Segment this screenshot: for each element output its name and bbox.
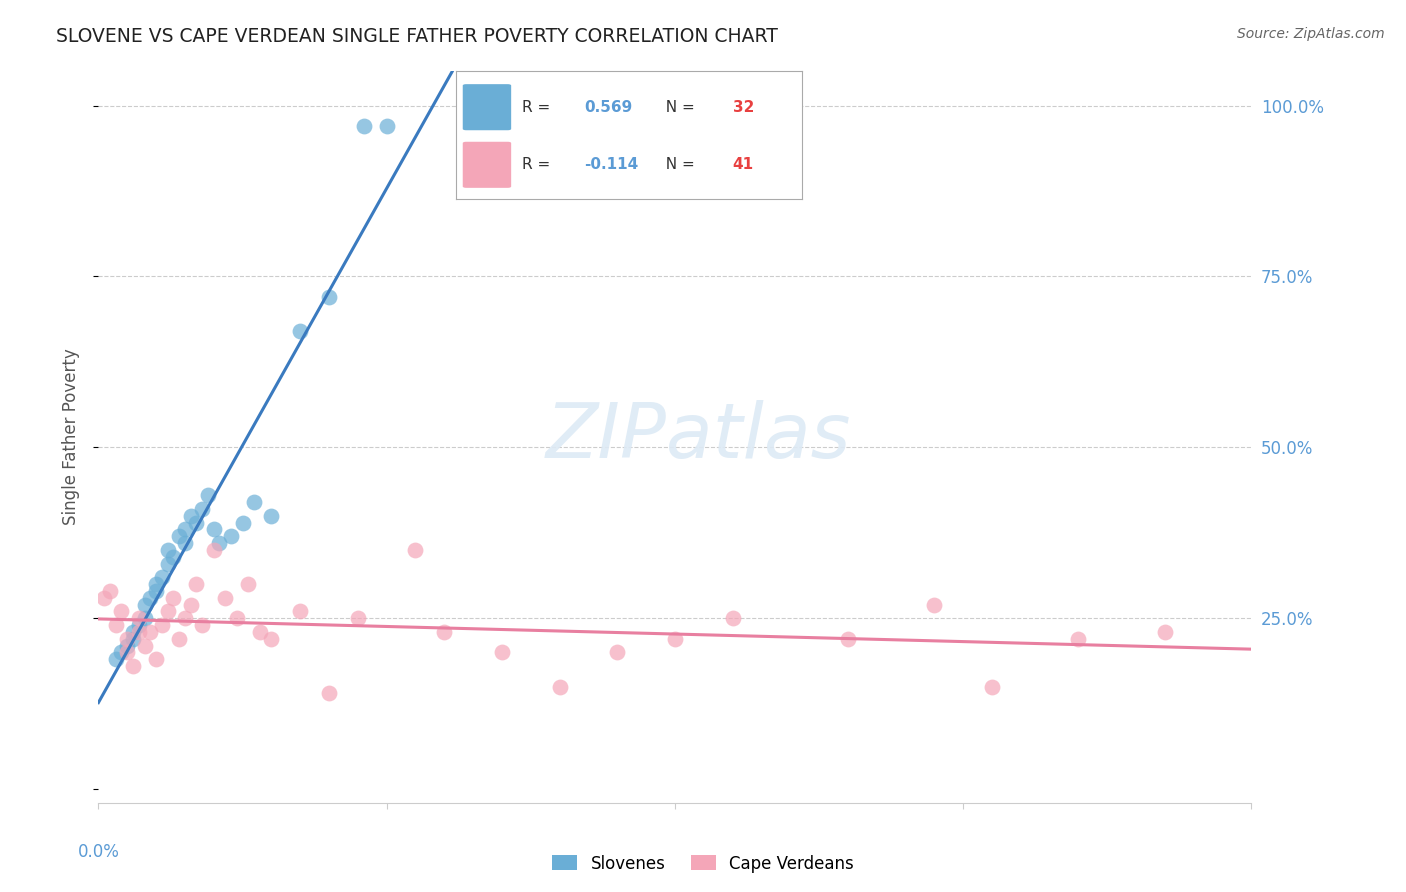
Point — [290, 604, 312, 618]
Point — [162, 591, 184, 605]
Point — [174, 611, 197, 625]
Point — [186, 577, 208, 591]
Point — [128, 611, 150, 625]
Point — [104, 618, 127, 632]
Point — [174, 536, 197, 550]
Point — [1153, 624, 1175, 639]
Point — [145, 652, 167, 666]
Point — [122, 659, 145, 673]
Point — [134, 611, 156, 625]
Point — [353, 119, 375, 133]
Point — [117, 632, 139, 646]
Point — [150, 618, 173, 632]
Point — [134, 639, 156, 653]
Point — [180, 598, 202, 612]
Point — [433, 624, 456, 639]
Point — [238, 577, 260, 591]
Point — [156, 557, 179, 571]
Point — [93, 591, 115, 605]
Text: Source: ZipAtlas.com: Source: ZipAtlas.com — [1237, 27, 1385, 41]
Point — [162, 549, 184, 564]
Point — [346, 611, 368, 625]
Point — [375, 119, 398, 133]
Point — [186, 516, 208, 530]
Point — [197, 488, 219, 502]
Point — [145, 583, 167, 598]
Point — [202, 542, 225, 557]
Point — [260, 508, 283, 523]
Point — [117, 645, 139, 659]
Point — [219, 529, 242, 543]
Point — [922, 598, 945, 612]
Point — [1067, 632, 1090, 646]
Point — [139, 624, 162, 639]
Point — [110, 604, 132, 618]
Point — [167, 529, 190, 543]
Point — [318, 290, 340, 304]
Point — [110, 645, 132, 659]
Point — [122, 624, 145, 639]
Point — [174, 522, 197, 536]
Point — [837, 632, 859, 646]
Point — [243, 495, 266, 509]
Point — [122, 632, 145, 646]
Point — [208, 536, 231, 550]
Point — [134, 598, 156, 612]
Point — [318, 686, 340, 700]
Text: ZIPatlas: ZIPatlas — [546, 401, 851, 474]
Point — [664, 632, 686, 646]
Y-axis label: Single Father Poverty: Single Father Poverty — [62, 349, 80, 525]
Point — [180, 508, 202, 523]
Point — [145, 577, 167, 591]
Point — [167, 632, 190, 646]
Point — [290, 324, 312, 338]
Point — [981, 680, 1004, 694]
Text: SLOVENE VS CAPE VERDEAN SINGLE FATHER POVERTY CORRELATION CHART: SLOVENE VS CAPE VERDEAN SINGLE FATHER PO… — [56, 27, 778, 45]
Point — [128, 624, 150, 639]
Point — [117, 639, 139, 653]
Point — [128, 618, 150, 632]
Point — [548, 680, 571, 694]
Point — [202, 522, 225, 536]
Point — [156, 604, 179, 618]
Point — [260, 632, 283, 646]
Point — [231, 516, 254, 530]
Point — [191, 501, 214, 516]
Point — [405, 542, 427, 557]
Point — [150, 570, 173, 584]
Point — [191, 618, 214, 632]
Point — [606, 645, 628, 659]
Point — [225, 611, 247, 625]
Text: 0.0%: 0.0% — [77, 843, 120, 861]
Point — [214, 591, 236, 605]
Point — [139, 591, 162, 605]
Legend: Slovenes, Cape Verdeans: Slovenes, Cape Verdeans — [546, 848, 860, 880]
Point — [98, 583, 121, 598]
Point — [721, 611, 744, 625]
Point — [491, 645, 513, 659]
Point — [249, 624, 271, 639]
Point — [156, 542, 179, 557]
Point — [104, 652, 127, 666]
